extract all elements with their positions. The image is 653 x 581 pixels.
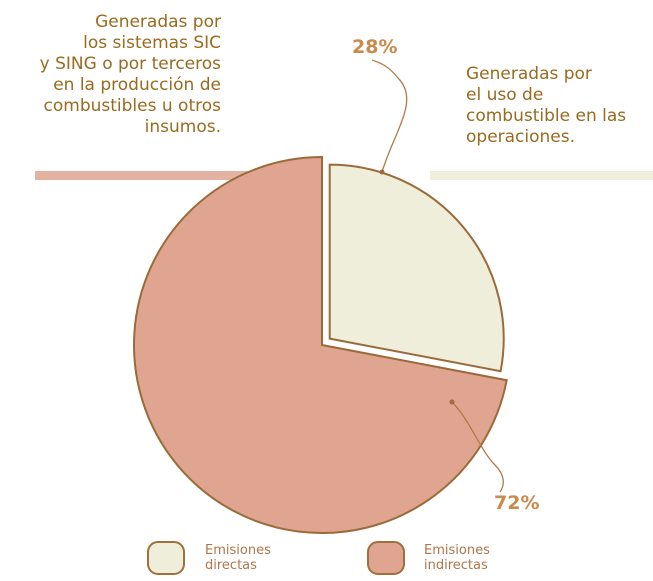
pie-slice bbox=[133, 155, 508, 534]
data-label: 72% bbox=[494, 492, 540, 514]
legend-label: Emisiones directas bbox=[205, 543, 271, 573]
decor-bar bbox=[35, 171, 263, 180]
pie bbox=[133, 155, 508, 534]
leader-line bbox=[371, 59, 408, 173]
decor-bar bbox=[430, 171, 653, 180]
leader-line bbox=[451, 401, 504, 493]
annotation: Generadas por los sistemas SIC y SING o … bbox=[39, 12, 221, 137]
leader-dot bbox=[379, 169, 385, 175]
legend-swatch bbox=[367, 541, 405, 575]
legend-swatch bbox=[147, 541, 185, 575]
legend-label: Emisiones indirectas bbox=[424, 543, 490, 573]
data-label: 28% bbox=[352, 36, 398, 58]
pie-slice bbox=[328, 163, 505, 373]
leader-dot bbox=[449, 399, 455, 405]
annotation: Generadas por el uso de combustible en l… bbox=[466, 64, 627, 147]
